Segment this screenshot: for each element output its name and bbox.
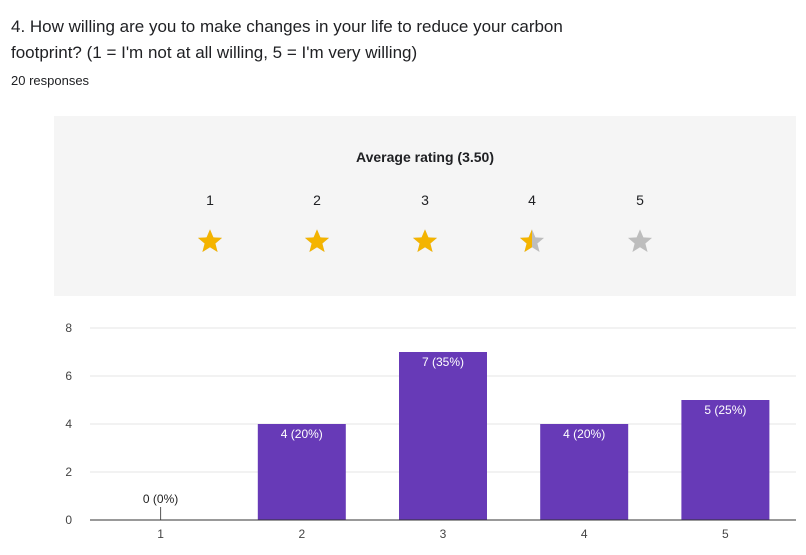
star-1: 1 bbox=[190, 190, 230, 255]
star-icon bbox=[519, 229, 545, 252]
star-4: 4 bbox=[512, 190, 552, 255]
star-icon bbox=[412, 229, 438, 252]
x-tick-label: 3 bbox=[440, 527, 447, 541]
star-number: 3 bbox=[421, 192, 429, 208]
bar bbox=[540, 424, 629, 520]
star-number: 5 bbox=[636, 192, 644, 208]
y-tick-label: 6 bbox=[65, 369, 72, 383]
x-tick-label: 1 bbox=[157, 527, 164, 541]
bar-value-label: 4 (20%) bbox=[281, 427, 323, 441]
average-rating-panel: Average rating (3.50) 1 2 3 4 5 bbox=[54, 116, 796, 296]
star-5: 5 bbox=[620, 190, 660, 255]
x-tick-label: 2 bbox=[298, 527, 305, 541]
average-rating-title: Average rating (3.50) bbox=[356, 149, 494, 165]
star-number: 2 bbox=[313, 192, 321, 208]
response-count: 20 responses bbox=[11, 73, 90, 88]
question-line-1: 4. How willing are you to make changes i… bbox=[11, 17, 563, 36]
bar-value-label: 4 (20%) bbox=[563, 427, 605, 441]
bar-value-label: 7 (35%) bbox=[422, 355, 464, 369]
star-3: 3 bbox=[405, 190, 445, 255]
question-line-2: footprint? (1 = I'm not at all willing, … bbox=[11, 43, 418, 62]
x-tick-label: 5 bbox=[722, 527, 729, 541]
y-tick-label: 2 bbox=[65, 465, 72, 479]
bar bbox=[399, 352, 487, 520]
y-tick-label: 8 bbox=[65, 321, 72, 335]
bar-value-label: 5 (25%) bbox=[704, 403, 746, 417]
star-number: 1 bbox=[206, 192, 214, 208]
bar-chart: 0 2 4 6 8 0 (0%) 1 4 (20%) 2 7 (35%) 3 4 (20%) 4 5 (2… bbox=[65, 321, 796, 541]
bar bbox=[257, 424, 346, 520]
star-icon bbox=[627, 229, 653, 252]
bar-value-label: 0 (0%) bbox=[143, 492, 178, 506]
y-tick-label: 4 bbox=[65, 417, 72, 431]
x-tick-label: 4 bbox=[581, 527, 588, 541]
star-icon bbox=[304, 229, 330, 252]
star-icon bbox=[197, 229, 223, 252]
question-title: 4. How willing are you to make changes i… bbox=[11, 14, 611, 66]
star-2: 2 bbox=[297, 190, 337, 255]
star-number: 4 bbox=[528, 192, 536, 208]
y-tick-label: 0 bbox=[65, 513, 72, 527]
bar bbox=[681, 400, 770, 520]
